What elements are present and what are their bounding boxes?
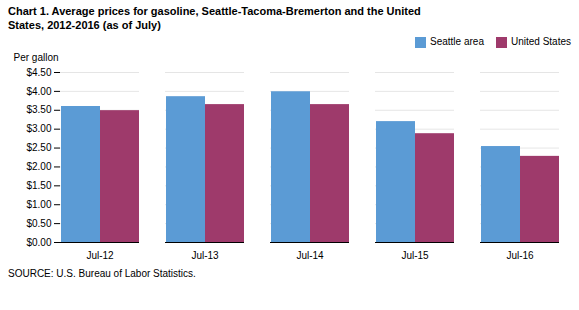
svg-text:$4.00: $4.00 [26,86,51,97]
svg-text:Jul-16: Jul-16 [506,250,534,261]
html-text:States, 2012-2016 (as of July): States, 2012-2016 (as of July) [8,19,161,31]
svg-text:$2.00: $2.00 [26,161,51,172]
svg-text:$1.50: $1.50 [26,180,51,191]
svg-text:$2.50: $2.50 [26,142,51,153]
svg-text:Jul-13: Jul-13 [191,250,219,261]
svg-text:$3.00: $3.00 [26,123,51,134]
svg-text:$0.00: $0.00 [26,237,51,248]
html-text:Chart 1. Average prices for ga: Chart 1. Average prices for gasoline, Se… [8,5,421,17]
html-text:SOURCE: U.S. Bureau of Labor S: SOURCE: U.S. Bureau of Labor Statistics. [8,268,196,279]
svg-text:Per gallon: Per gallon [14,52,59,63]
html-text:Seattle area: Seattle area [430,36,484,48]
svg-text:$3.50: $3.50 [26,104,51,115]
svg-text:Jul-15: Jul-15 [401,250,429,261]
svg-text:Jul-14: Jul-14 [296,250,324,261]
svg-text:$1.00: $1.00 [26,199,51,210]
svg-text:$4.50: $4.50 [26,67,51,78]
html-text:United States: United States [511,36,571,48]
svg-text:$0.50: $0.50 [26,218,51,229]
svg-text:Jul-12: Jul-12 [86,250,114,261]
